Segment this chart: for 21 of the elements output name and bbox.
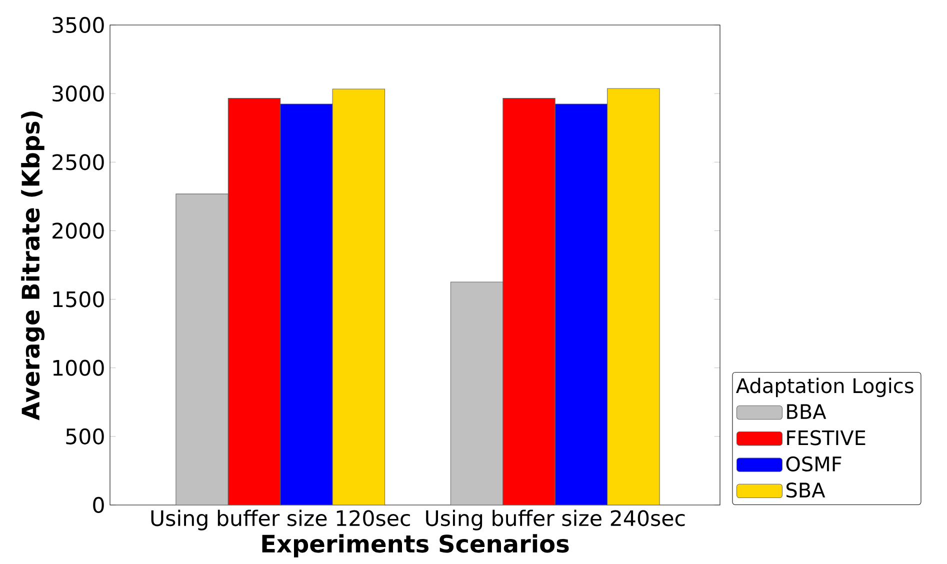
y-tick-label: 500 [66,428,104,444]
legend-label: BBA [787,404,826,419]
bar [607,88,660,505]
legend-title: Adaptation Logics [736,378,914,398]
legend-label: SBA [786,482,826,498]
legend-label: OSMF [786,456,842,472]
x-axis-title: Experiments Scenarios [262,534,569,558]
bar [332,88,386,505]
x-tick-label: Using buffer size 240sec [426,510,685,530]
y-axis-title: Average Bitrate (Kbps) [21,112,45,420]
y-tick-label: 1000 [53,360,104,376]
y-tick-label: 3500 [52,16,104,34]
x-tick-label: Using buffer size 120sec [151,510,410,530]
bar [280,104,333,505]
bar [554,104,608,505]
y-tick-label: 1500 [53,291,104,308]
y-tick-label: 2500 [52,154,104,170]
y-tick-label: 3000 [52,86,104,102]
y-tick-label: 2000 [52,222,104,239]
y-tick-label: 0 [93,496,104,514]
legend-label: FESTIVE [787,430,866,446]
